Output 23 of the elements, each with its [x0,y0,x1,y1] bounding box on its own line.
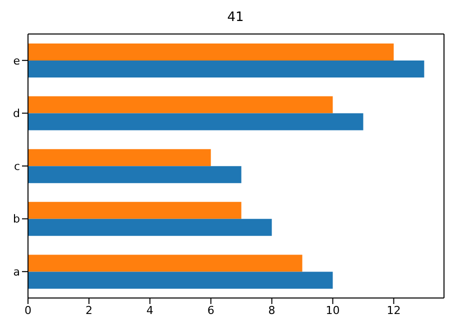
bar [28,254,302,272]
bar [28,218,272,236]
x-tick-label: 10 [326,304,340,317]
bar [28,96,333,114]
x-tick-label: 8 [268,304,276,317]
x-tick-label: 12 [386,304,401,317]
bar [28,149,211,166]
chart-title: 41 [226,9,245,27]
bar [28,166,242,184]
y-tick-label: a [13,266,20,279]
x-tick-label: 0 [24,304,32,317]
y-tick-label: e [13,54,20,68]
bar [28,272,333,289]
x-tick-label: 2 [85,304,92,317]
bar [28,202,242,219]
bar [28,60,424,78]
y-tick-label: c [14,160,20,173]
bar [28,44,394,61]
y-tick-label: b [13,212,20,226]
y-tick-label: d [13,107,20,120]
x-tick-label: 6 [207,304,214,317]
x-tick-label: 4 [146,304,154,317]
bar [28,113,364,130]
